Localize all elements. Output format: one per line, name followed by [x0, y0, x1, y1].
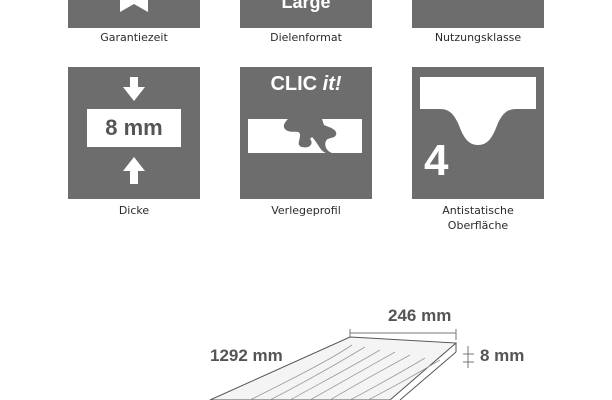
plank-length-label: 1292 mm: [210, 346, 283, 365]
warranty-tile: [68, 0, 200, 28]
laying-profile-tile: CLIC it!: [240, 67, 372, 199]
plank-thickness-label: 8 mm: [480, 346, 525, 365]
clic-it-logo: CLIC it!: [270, 73, 342, 95]
plank-width-label: 246 mm: [388, 306, 452, 325]
warranty-caption: Garantiezeit: [100, 31, 168, 44]
click-joint-profile-icon: [248, 119, 362, 153]
format-value: Large: [281, 0, 331, 12]
usage-class-tile: [412, 0, 544, 28]
antistatic-tile: 4: [412, 67, 544, 199]
bookmark-ribbon-icon: [120, 0, 148, 12]
thickness-value: 8 mm: [87, 109, 181, 147]
antistatic-caption-line1: Antistatische: [442, 204, 514, 217]
usage-class-number: 4: [424, 136, 449, 185]
arrow-down-icon: [123, 77, 145, 101]
surface-dip-icon: [420, 77, 536, 145]
laying-profile-caption: Verlegeprofil: [271, 204, 341, 217]
antistatic-caption-line2: Oberfläche: [447, 219, 509, 232]
thickness-caption: Dicke: [118, 204, 150, 217]
arrow-up-icon: [123, 157, 145, 184]
usage-class-caption: Nutzungsklasse: [434, 31, 522, 44]
antistatic-caption: Antistatische Oberfläche: [412, 203, 544, 233]
format-tile: Large: [240, 0, 372, 28]
format-caption: Dielenformat: [270, 31, 342, 44]
thickness-tile: 8 mm: [68, 67, 200, 199]
